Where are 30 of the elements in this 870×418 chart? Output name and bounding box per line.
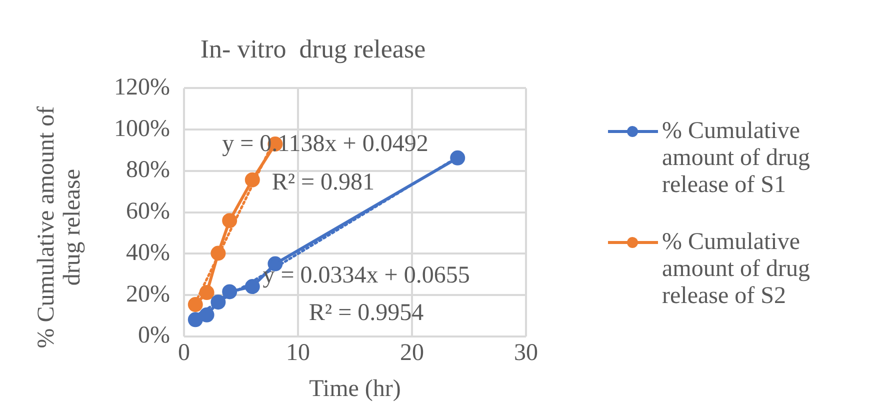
point (222, 284, 238, 300)
point (244, 172, 260, 188)
point (268, 256, 283, 272)
y-tick-label: 60% (126, 198, 170, 225)
x-tick-label: 30 (514, 340, 538, 366)
x-tick-label: 0 (178, 340, 190, 366)
x-tick-label: 20 (400, 340, 424, 366)
y-tick-label: 80% (126, 157, 170, 184)
point (188, 312, 203, 328)
x-axis-title: Time (hr) (309, 376, 401, 402)
point (244, 279, 260, 294)
x-tick-label: 10 (286, 340, 310, 366)
annotation: R² = 0.9954 (308, 300, 424, 326)
y-tick-label: 120% (114, 74, 170, 100)
y-tick-label: 20% (126, 281, 170, 308)
y-tick-label: 100% (114, 116, 170, 142)
legend-label: % Cumulative amount of drug release of S1 (662, 118, 811, 199)
y-tick-label: 40% (126, 240, 170, 266)
point (199, 285, 214, 300)
annotation: R² = 0.981 (272, 170, 375, 196)
point (210, 246, 226, 261)
point (199, 307, 214, 322)
chart-title: In- vitro drug release (200, 34, 426, 64)
point (222, 213, 238, 228)
y-tick-label: 0% (138, 322, 170, 349)
point (188, 297, 203, 312)
y-axis-title: % Cumulative amount of drug release (33, 106, 86, 348)
legend-label: % Cumulative amount of drug release of S2 (662, 229, 811, 310)
point (210, 294, 226, 310)
point (450, 150, 466, 166)
